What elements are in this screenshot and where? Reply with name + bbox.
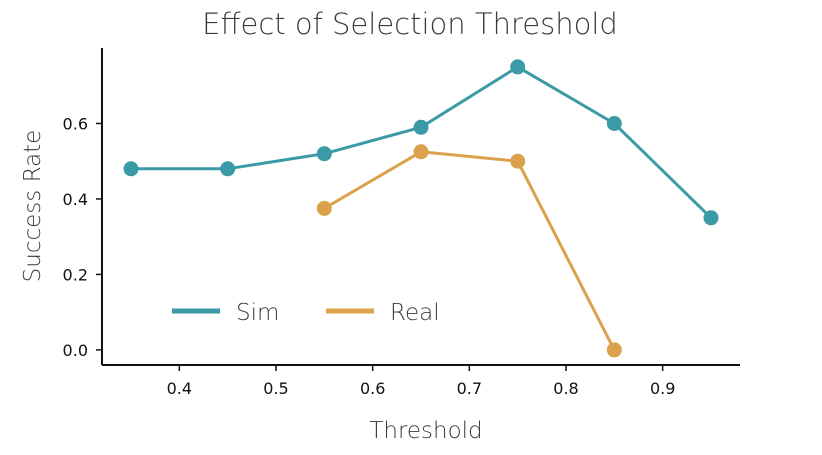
- legend-item-sim: Sim: [172, 300, 279, 326]
- data-point-real-0: [316, 200, 332, 216]
- x-tick-label-2: 0.6: [360, 379, 385, 398]
- data-point-sim-5: [606, 116, 622, 131]
- data-point-sim-0: [123, 161, 139, 177]
- legend: Sim Real: [172, 300, 440, 326]
- data-point-real-2: [510, 153, 526, 169]
- x-tick-label-3: 0.7: [457, 379, 482, 398]
- x-axis-label: Threshold: [369, 418, 482, 444]
- plot-area: [123, 59, 719, 358]
- y-ticks: 0.0 0.2 0.4 0.6: [63, 114, 102, 360]
- y-tick-label-3: 0.6: [63, 114, 88, 133]
- axes: [101, 48, 740, 366]
- series-line-real: [322, 150, 616, 352]
- x-tick-label-0: 0.4: [167, 379, 192, 398]
- data-point-sim-1: [220, 161, 236, 177]
- series-line-sim: [129, 65, 713, 220]
- x-tick-label-1: 0.5: [263, 379, 288, 398]
- y-tick-label-2: 0.4: [63, 190, 88, 209]
- data-point-real-1: [413, 144, 429, 160]
- legend-label-real: Real: [390, 300, 440, 326]
- data-point-sim-4: [510, 59, 526, 75]
- x-tick-label-4: 0.8: [553, 379, 578, 398]
- data-point-sim-6: [703, 210, 719, 226]
- data-point-real-3: [606, 342, 622, 358]
- x-tick-label-5: 0.9: [650, 379, 675, 398]
- y-tick-label-1: 0.2: [63, 265, 88, 284]
- y-axis-label: Success Rate: [20, 130, 46, 283]
- series-real: [316, 144, 622, 358]
- x-ticks: 0.4 0.5 0.6 0.7 0.8 0.9: [167, 365, 675, 398]
- legend-label-sim: Sim: [236, 300, 279, 326]
- chart-title: Effect of Selection Threshold: [202, 7, 618, 41]
- data-point-sim-3: [413, 119, 429, 135]
- legend-item-real: Real: [326, 300, 440, 326]
- data-point-sim-2: [316, 146, 332, 162]
- series-sim: [123, 59, 719, 226]
- y-tick-label-0: 0.0: [63, 341, 88, 360]
